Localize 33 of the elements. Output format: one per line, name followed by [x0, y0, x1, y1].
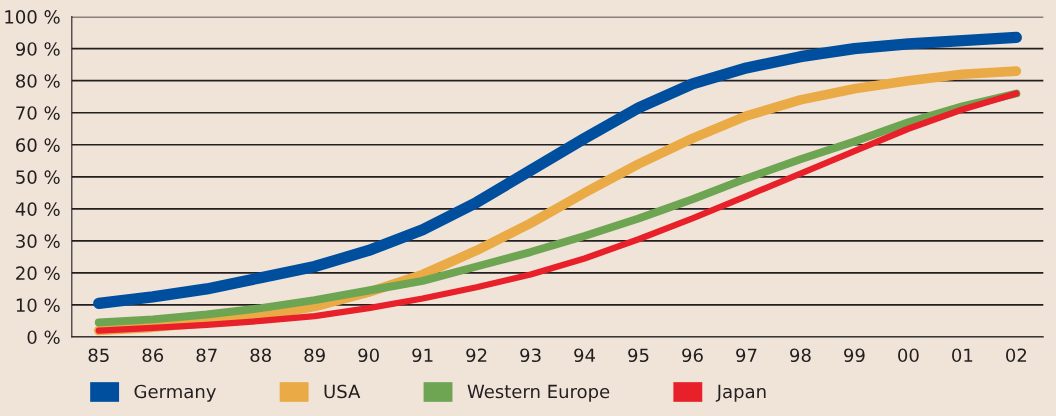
x-tick-label: 85 — [88, 348, 109, 363]
y-tick-label: 0 % — [27, 330, 60, 345]
x-tick-label: 92 — [466, 348, 487, 363]
y-tick-label: 100 % — [5, 10, 60, 24]
x-tick-label: 97 — [736, 348, 757, 363]
y-tick-label: 50 % — [16, 170, 60, 184]
legend-label: Western Europe — [467, 384, 610, 402]
x-tick-label: 93 — [520, 348, 541, 363]
y-tick-label: 80 % — [16, 74, 60, 88]
x-tick-label: 89 — [304, 348, 325, 363]
y-tick-label: 10 % — [16, 298, 60, 313]
y-tick-label: 70 % — [16, 106, 60, 120]
x-tick-label: 02 — [1006, 348, 1027, 363]
x-tick-label: 00 — [898, 348, 919, 363]
x-tick-label: 87 — [196, 348, 217, 363]
y-tick-label: 60 % — [16, 138, 60, 152]
x-tick-label: 96 — [682, 348, 703, 363]
x-tick-label: 99 — [844, 348, 865, 363]
x-tick-label: 91 — [412, 348, 433, 363]
y-tick-label: 20 % — [16, 266, 60, 281]
y-tick-label: 40 % — [15, 202, 60, 216]
x-tick-label: 95 — [628, 348, 649, 363]
x-tick-label: 90 — [358, 348, 379, 363]
x-tick-label: 94 — [574, 348, 596, 363]
x-tick-label: 88 — [250, 348, 271, 363]
y-tick-label: 90 % — [15, 42, 60, 56]
x-tick-label: 01 — [952, 348, 973, 363]
legend-label: USA — [324, 384, 361, 399]
legend-label: Germany — [134, 384, 216, 402]
x-tick-label: 98 — [790, 348, 811, 363]
y-tick-label: 30 % — [16, 234, 60, 248]
legend-label: Japan — [715, 384, 766, 402]
x-tick-label: 86 — [142, 348, 164, 363]
